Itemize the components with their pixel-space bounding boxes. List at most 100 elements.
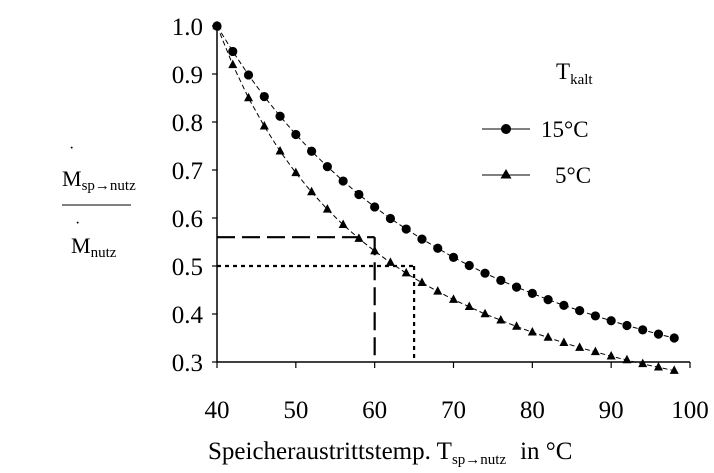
- x-label-sub: sp→nutz: [452, 452, 507, 468]
- data-point-5c: [401, 267, 411, 277]
- data-point-5c: [575, 342, 585, 351]
- data-point-15c: [243, 70, 254, 80]
- x-tick-label: 100: [671, 397, 709, 424]
- data-point-15c: [511, 282, 522, 292]
- data-point-15c: [401, 224, 411, 234]
- x-tick-label: 90: [599, 397, 624, 424]
- data-point-15c: [622, 320, 632, 331]
- data-point-5c: [228, 59, 238, 69]
- y-axis-label: · Msp→nutz · Mnutz: [62, 140, 136, 261]
- legend-marker-5c: [500, 169, 512, 179]
- data-point-15c: [433, 243, 443, 253]
- x-axis-label: Speicheraustrittstemp. Tsp→nutz in °C: [208, 438, 572, 468]
- data-point-15c: [448, 252, 459, 262]
- series-line-5c: [216, 25, 675, 372]
- data-point-15c: [575, 306, 585, 316]
- data-point-5c: [322, 204, 332, 213]
- data-point-15c: [385, 213, 396, 224]
- data-point-5c: [559, 337, 569, 347]
- data-point-15c: [638, 325, 648, 335]
- data-point-5c: [638, 358, 648, 368]
- x-tick-label: 40: [205, 397, 230, 424]
- data-point-5c: [464, 301, 474, 311]
- y-tick-label: 0.7: [172, 158, 203, 185]
- data-point-5c: [259, 121, 269, 130]
- legend-label-5c: 5°C: [555, 163, 591, 188]
- data-point-15c: [417, 234, 427, 244]
- series-line-15c: [216, 25, 675, 339]
- data-point-5c: [275, 146, 285, 155]
- data-point-15c: [354, 189, 364, 200]
- y-label-denominator: M: [71, 233, 91, 258]
- y-label-denominator-sub: nutz: [91, 245, 117, 261]
- y-tick-label: 0.4: [172, 302, 204, 329]
- data-point-15c: [291, 129, 301, 140]
- data-point-5c: [417, 277, 427, 287]
- data-point-5c: [385, 257, 395, 266]
- data-point-5c: [669, 365, 679, 374]
- data-point-15c: [338, 176, 348, 186]
- x-tick-label: 60: [362, 397, 387, 424]
- data-point-5c: [291, 167, 301, 177]
- y-tick-label: 0.5: [172, 254, 203, 281]
- data-point-5c: [354, 233, 364, 242]
- data-point-5c: [449, 294, 458, 303]
- data-point-15c: [559, 300, 569, 310]
- markers: [212, 20, 679, 374]
- y-tick-label: 0.8: [172, 110, 203, 137]
- y-label-numerator-sub: sp→nutz: [82, 178, 137, 194]
- data-point-5c: [370, 245, 380, 255]
- data-point-5c: [622, 354, 632, 364]
- y-label-denominator-dot: ·: [75, 215, 80, 232]
- data-point-5c: [590, 346, 600, 356]
- svg-text:Mnutz: Mnutz: [71, 233, 117, 261]
- data-point-15c: [307, 146, 317, 156]
- data-point-15c: [527, 288, 537, 298]
- data-point-5c: [338, 219, 348, 228]
- data-point-15c: [275, 111, 285, 121]
- data-point-15c: [543, 295, 553, 305]
- data-point-5c: [433, 286, 443, 295]
- legend: Tkalt 15°C 5°C: [482, 59, 593, 188]
- data-point-15c: [322, 162, 332, 172]
- x-tick-label: 70: [441, 397, 466, 424]
- data-point-5c: [653, 362, 663, 371]
- data-point-5c: [606, 350, 616, 360]
- y-label-numerator: M: [62, 166, 82, 191]
- legend-label-15c: 15°C: [541, 117, 589, 142]
- y-tick-label: 0.3: [172, 350, 203, 377]
- data-point-15c: [606, 316, 616, 326]
- legend-marker-15c: [501, 124, 511, 134]
- axes: [216, 26, 690, 363]
- data-point-5c: [496, 314, 506, 324]
- svg-text:Tkalt: Tkalt: [556, 59, 593, 88]
- svg-text:Msp→nutz: Msp→nutz: [62, 166, 136, 194]
- ticks: 1.0 0.9 0.8 0.7 0.6 0.5 0.4 0.340 50 60 70 80 90 100: [172, 14, 709, 424]
- x-label-main: Speicheraustrittstemp. T: [208, 438, 452, 465]
- data-point-15c: [496, 275, 506, 285]
- data-point-5c: [480, 308, 490, 318]
- data-point-15c: [259, 91, 269, 102]
- data-point-5c: [307, 186, 317, 196]
- legend-title-sub: kalt: [570, 72, 593, 88]
- data-point-15c: [669, 333, 679, 343]
- y-label-numerator-dot: ·: [69, 140, 74, 157]
- data-point-15c: [370, 202, 380, 212]
- data-point-15c: [590, 311, 601, 321]
- y-tick-label: 0.9: [172, 62, 203, 89]
- data-point-15c: [480, 268, 490, 278]
- reference-lines: [217, 236, 416, 362]
- x-label-unit: in °C: [520, 438, 572, 465]
- data-point-15c: [464, 260, 474, 271]
- legend-title: T: [556, 59, 570, 84]
- y-tick-label: 0.6: [172, 206, 203, 233]
- curves: [216, 25, 675, 372]
- data-point-15c: [653, 329, 664, 339]
- data-point-15c: [228, 46, 238, 57]
- y-tick-label: 1.0: [172, 14, 203, 41]
- data-point-5c: [543, 332, 553, 341]
- data-point-5c: [212, 20, 222, 30]
- data-point-5c: [527, 326, 537, 336]
- x-tick-label: 80: [520, 397, 545, 424]
